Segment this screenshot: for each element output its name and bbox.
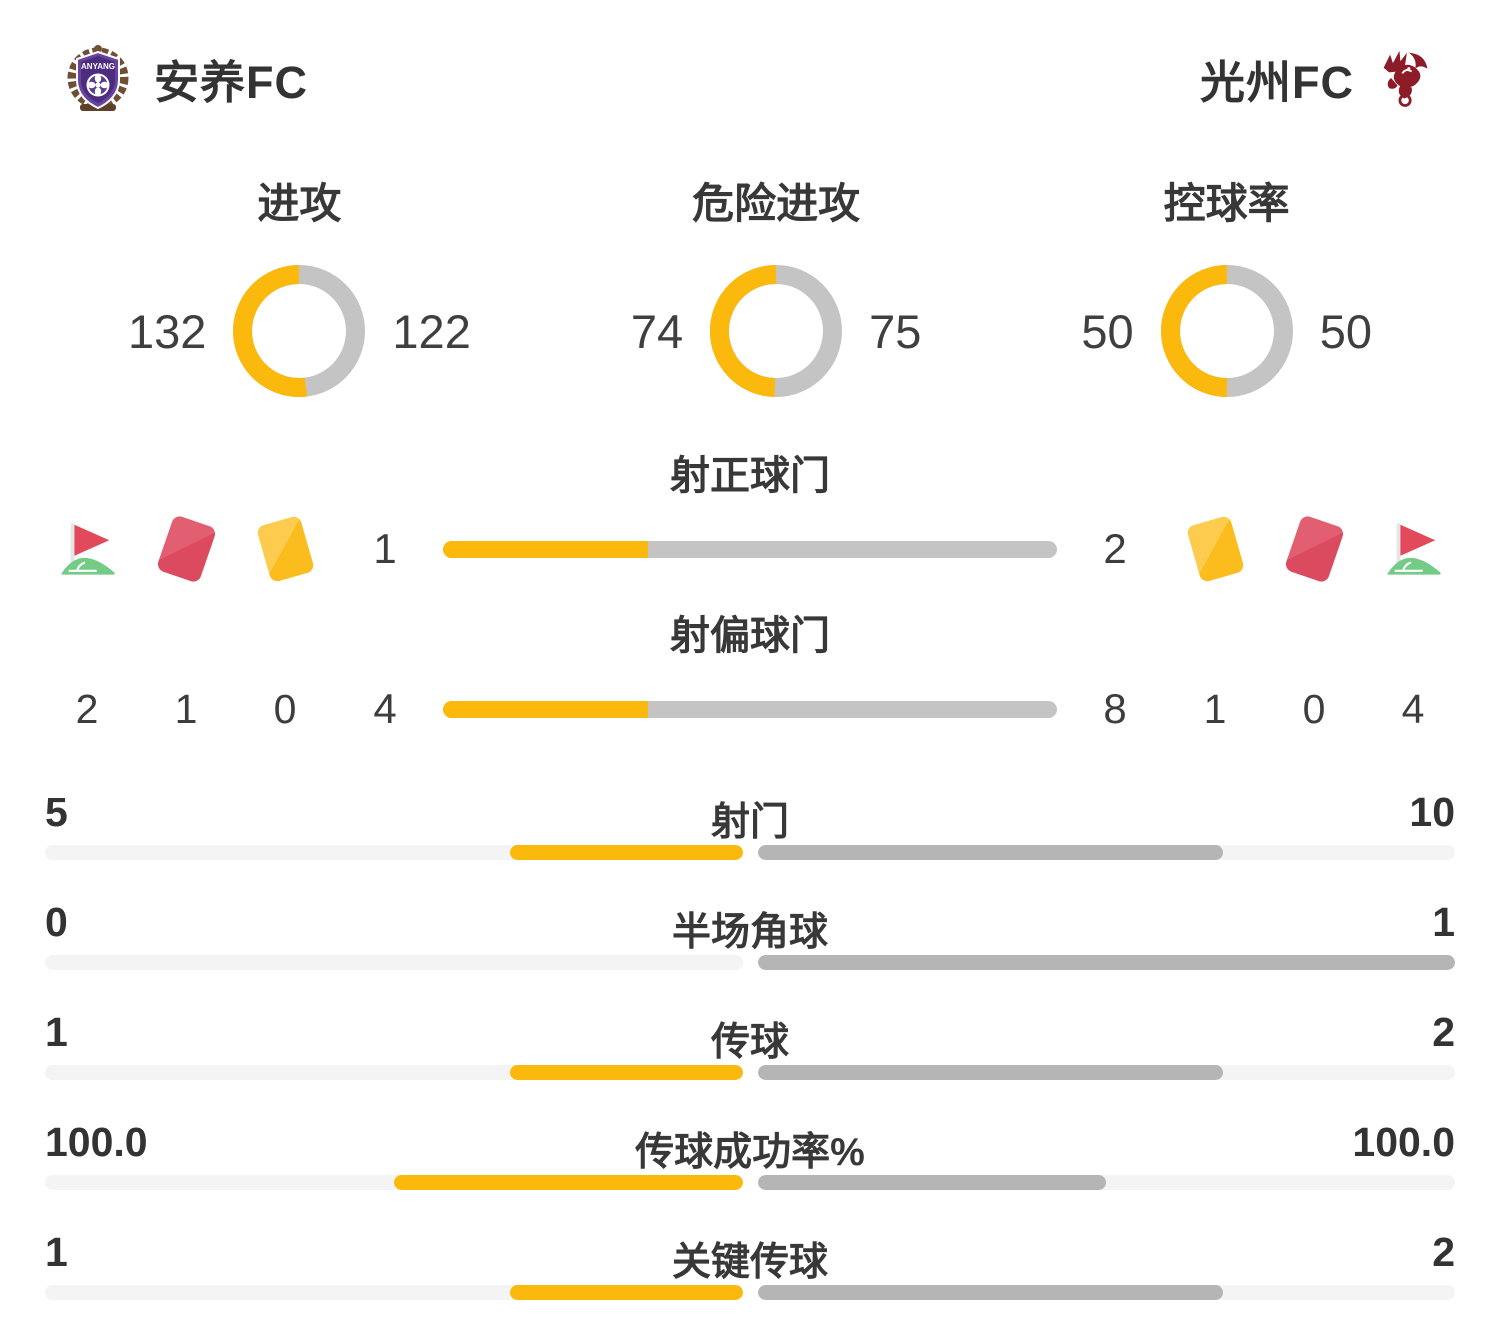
shots-off-target-home-fill: [443, 700, 648, 718]
away-team: 光州FC: [1200, 46, 1434, 111]
key-passes-bar: [45, 1285, 1455, 1300]
home-team-name: 安养FC: [154, 56, 308, 108]
home-shots-off-target-value: 4: [373, 685, 397, 732]
home-fill: [510, 1065, 743, 1080]
shots-on-target-row: 1 2: [0, 514, 1500, 584]
away-track: [757, 955, 1455, 970]
attacks-donut-chart: [233, 265, 366, 397]
red-card-icon: [1283, 514, 1345, 584]
home-red-cards-value: 1: [174, 685, 198, 732]
stat-row-key-passes: 1 关键传球 2: [45, 1219, 1455, 1329]
match-header: ANYANG 安养FC 光州FC: [0, 0, 1500, 114]
stat-row-passes: 1 传球 2: [45, 999, 1455, 1109]
passes-title: 传球: [710, 1021, 789, 1064]
home-fill: [510, 845, 743, 860]
shots-off-target-title: 射偏球门: [670, 614, 830, 658]
donut-charts-section: 进攻 132 122 危险进攻 74 75 控球率 50: [0, 170, 1500, 397]
home-dangerous-attacks-value: 74: [630, 304, 684, 358]
away-track: [757, 1175, 1455, 1190]
home-logo-text: ANYANG: [81, 62, 115, 71]
yellow-card-icon: [255, 514, 315, 584]
away-events-values: 1 0 4: [1173, 686, 1455, 733]
away-shots-off-target-value: 8: [1103, 685, 1127, 732]
home-fill: [510, 1285, 743, 1300]
pass-success-rate-bar: [45, 1175, 1455, 1190]
key-passes-title: 关键传球: [671, 1241, 828, 1284]
shots-off-target-bar: [443, 700, 1057, 718]
home-track: [45, 1065, 743, 1080]
shots-on-target-bar: [443, 540, 1057, 558]
away-fill: [757, 845, 1223, 860]
home-yellow-cards-value: 0: [273, 685, 297, 732]
away-pass-success-value: 100.0: [1352, 1119, 1455, 1165]
away-track: [757, 1285, 1455, 1300]
passes-bar: [45, 1065, 1455, 1080]
away-track: [757, 1065, 1455, 1080]
halftime-corners-bar: [45, 955, 1455, 970]
stat-row-shots: 5 射门 10: [45, 779, 1455, 889]
shots-title: 射门: [710, 801, 789, 844]
halftime-corners-title: 半场角球: [671, 911, 828, 954]
home-key-passes-value: 1: [45, 1229, 68, 1275]
away-corner-kicks-value: 4: [1401, 685, 1425, 732]
possession-donut-chart: [1160, 265, 1293, 397]
away-attacks-value: 122: [392, 304, 471, 358]
yellow-card-icon: [1185, 514, 1245, 584]
away-passes-value: 2: [1432, 1009, 1455, 1055]
away-halftime-corners-value: 1: [1432, 899, 1455, 945]
home-track: [45, 1285, 743, 1300]
away-shots-value: 10: [1409, 789, 1455, 835]
home-attacks-value: 132: [128, 304, 207, 358]
shots-on-target-home-fill: [443, 540, 648, 558]
home-track: [45, 1175, 743, 1190]
home-possession-value: 50: [1081, 304, 1134, 358]
shots-off-target-row: 2 1 0 4 8 1 0 4: [0, 677, 1500, 741]
home-fill: [393, 1175, 743, 1190]
home-team-logo: ANYANG: [67, 45, 129, 111]
home-team: ANYANG 安养FC: [66, 42, 308, 114]
shots-on-target-title: 射正球门: [670, 454, 830, 498]
donut-group-dangerous-attacks: 危险进攻 74 75: [630, 170, 922, 397]
duel-bars-section: 射正球门 1 2: [0, 443, 1500, 741]
donut-group-attacks: 进攻 132 122: [128, 170, 471, 397]
away-red-cards-value: 0: [1302, 685, 1326, 732]
away-yellow-cards-value: 1: [1203, 685, 1227, 732]
red-card-icon: [155, 514, 217, 584]
dangerous-attacks-donut-chart: [710, 265, 843, 397]
home-shots-on-target-value: 1: [373, 525, 397, 572]
away-team-name: 光州FC: [1200, 56, 1354, 108]
home-corner-kicks-value: 2: [75, 685, 99, 732]
shots-bar: [45, 845, 1455, 860]
away-events-icons: [1173, 514, 1455, 584]
donut-title: 危险进攻: [692, 180, 861, 227]
home-pass-success-value: 100.0: [45, 1119, 148, 1165]
home-track: [45, 955, 743, 970]
home-halftime-corners-value: 0: [45, 899, 68, 945]
stat-row-halftime-corners: 0 半场角球 1: [45, 889, 1455, 999]
home-track: [45, 845, 743, 860]
away-fill: [757, 955, 1455, 970]
away-team-logo: [1383, 50, 1428, 107]
corner-flag-icon: [61, 522, 115, 575]
away-track: [757, 845, 1455, 860]
away-fill: [757, 1065, 1223, 1080]
away-fill: [757, 1175, 1107, 1190]
away-shots-on-target-value: 2: [1103, 525, 1127, 572]
away-possession-value: 50: [1319, 304, 1372, 358]
donut-title: 进攻: [257, 180, 342, 227]
donut-group-possession: 控球率 50 50: [1081, 170, 1372, 397]
pass-success-rate-title: 传球成功率%: [635, 1131, 865, 1174]
stat-bars-section: 5 射门 10 0 半场角球 1 1 传球 2 100.0 传球成功率% 100…: [0, 779, 1500, 1329]
home-events-values: 2 1 0: [45, 686, 327, 733]
home-shots-value: 5: [45, 789, 68, 835]
away-fill: [757, 1285, 1223, 1300]
home-events-icons: [45, 514, 327, 584]
away-key-passes-value: 2: [1432, 1229, 1455, 1275]
home-passes-value: 1: [45, 1009, 68, 1055]
stat-row-pass-success-rate: 100.0 传球成功率% 100.0: [45, 1109, 1455, 1219]
away-dangerous-attacks-value: 75: [869, 304, 922, 358]
donut-title: 控球率: [1163, 180, 1290, 227]
corner-flag-icon: [1387, 522, 1441, 575]
